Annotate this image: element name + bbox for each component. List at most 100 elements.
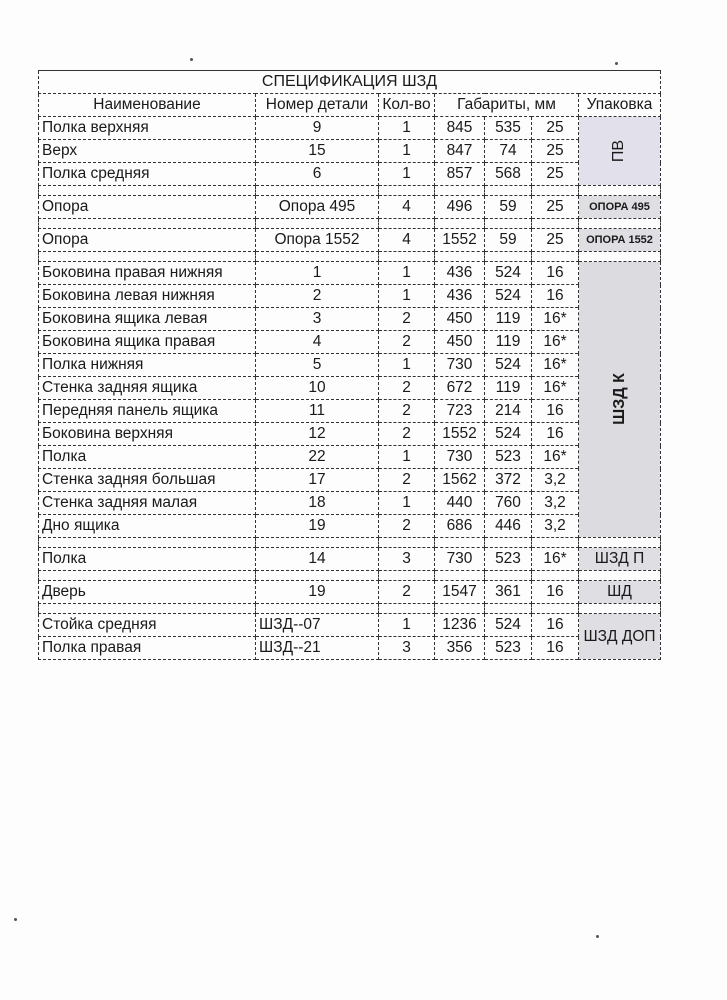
dimension-length: 440 (434, 491, 485, 515)
dimension-length: 1552 (434, 228, 485, 252)
part-name: Боковина правая нижняя (38, 261, 256, 285)
spacer-cell (531, 537, 579, 548)
quantity: 1 (378, 445, 435, 469)
dimension-thickness: 16* (531, 547, 579, 571)
spacer-cell (434, 570, 485, 581)
table-row: Полка правая ШЗД--21 3 356 523 16 (38, 636, 661, 660)
package-cell: ШЗД П (578, 547, 661, 571)
quantity: 1 (378, 613, 435, 637)
part-number: 19 (255, 514, 379, 538)
part-number: 10 (255, 376, 379, 400)
table-row: Боковина верхняя 12 2 1552 524 16 (38, 422, 661, 446)
dimension-width: 59 (484, 228, 532, 252)
scan-speck (190, 58, 193, 61)
quantity: 1 (378, 284, 435, 308)
quantity: 1 (378, 261, 435, 285)
spacer-cell (484, 537, 532, 548)
quantity: 2 (378, 468, 435, 492)
dimension-thickness: 3,2 (531, 468, 579, 492)
part-number: 14 (255, 547, 379, 571)
part-number: 22 (255, 445, 379, 469)
dimension-length: 450 (434, 307, 485, 331)
table-row: Верх 15 1 847 74 25 (38, 139, 661, 163)
part-number: 1 (255, 261, 379, 285)
part-name: Полка (38, 445, 256, 469)
spacer-cell (578, 570, 661, 581)
spacer-cell (38, 218, 256, 229)
table-row: Дно ящика 19 2 686 446 3,2 (38, 514, 661, 538)
quantity: 1 (378, 491, 435, 515)
dimension-thickness: 25 (531, 195, 579, 219)
table-row: Передняя панель ящика 11 2 723 214 16 (38, 399, 661, 423)
spacer-cell (434, 603, 485, 614)
spacer-row (38, 537, 661, 548)
dimension-length: 857 (434, 162, 485, 186)
part-name: Дно ящика (38, 514, 256, 538)
quantity: 2 (378, 330, 435, 354)
specification-table: СПЕЦИФИКАЦИЯ ШЗД Наименование Номер дета… (38, 70, 661, 660)
dimension-length: 845 (434, 116, 485, 140)
dimension-width: 524 (484, 284, 532, 308)
part-number: Опора 1552 (255, 228, 379, 252)
part-name: Стенка задняя большая (38, 468, 256, 492)
quantity: 2 (378, 580, 435, 604)
dimension-thickness: 16* (531, 307, 579, 331)
spacer-cell (255, 603, 379, 614)
spacer-cell (434, 185, 485, 196)
dimension-length: 436 (434, 261, 485, 285)
title-row: СПЕЦИФИКАЦИЯ ШЗД (38, 70, 661, 94)
header-part: Номер детали (255, 93, 379, 117)
spacer-cell (434, 537, 485, 548)
header-row: Наименование Номер детали Кол-во Габарит… (38, 93, 661, 117)
table-row: Опора Опора 1552 4 1552 59 25 ОПОРА 1552 (38, 228, 661, 252)
spacer-row (38, 218, 661, 229)
dimension-width: 524 (484, 613, 532, 637)
spacer-cell (38, 570, 256, 581)
spacer-row (38, 570, 661, 581)
spacer-cell (378, 185, 435, 196)
dimension-width: 119 (484, 307, 532, 331)
dimension-thickness: 16 (531, 422, 579, 446)
package-label: ПВ (610, 139, 628, 162)
scan-speck (615, 62, 618, 65)
part-number: Опора 495 (255, 195, 379, 219)
table-row: Боковина левая нижняя 2 1 436 524 16 (38, 284, 661, 308)
dimension-width: 523 (484, 445, 532, 469)
dimension-width: 214 (484, 399, 532, 423)
spacer-cell (578, 218, 661, 229)
dimension-length: 496 (434, 195, 485, 219)
quantity: 2 (378, 376, 435, 400)
spacer-cell (578, 185, 661, 196)
spacer-cell (531, 185, 579, 196)
part-name: Стенка задняя малая (38, 491, 256, 515)
spacer-cell (38, 185, 256, 196)
package-cell: ОПОРА 495 (578, 195, 661, 219)
part-name: Верх (38, 139, 256, 163)
dimension-thickness: 16* (531, 353, 579, 377)
part-name: Боковина ящика левая (38, 307, 256, 331)
dimension-length: 723 (434, 399, 485, 423)
table-row: Полка 22 1 730 523 16* (38, 445, 661, 469)
dimension-length: 1236 (434, 613, 485, 637)
package-cell: ШЗД ДОП (578, 613, 661, 660)
dimension-thickness: 25 (531, 139, 579, 163)
part-name: Передняя панель ящика (38, 399, 256, 423)
dimension-width: 119 (484, 376, 532, 400)
table-row: Стенка задняя большая 17 2 1562 372 3,2 (38, 468, 661, 492)
dimension-thickness: 25 (531, 116, 579, 140)
table-row: Полка 14 3 730 523 16* ШЗД П (38, 547, 661, 571)
header-pack: Упаковка (578, 93, 661, 117)
dimension-width: 568 (484, 162, 532, 186)
spacer-cell (378, 570, 435, 581)
spacer-row (38, 185, 661, 196)
spacer-cell (578, 537, 661, 548)
dimension-thickness: 16 (531, 284, 579, 308)
part-name: Полка нижняя (38, 353, 256, 377)
dimension-thickness: 16 (531, 399, 579, 423)
dimension-width: 524 (484, 261, 532, 285)
spacer-cell (484, 603, 532, 614)
part-name: Полка средняя (38, 162, 256, 186)
dimension-thickness: 16 (531, 636, 579, 660)
spacer-cell (531, 218, 579, 229)
table-row: Полка нижняя 5 1 730 524 16* (38, 353, 661, 377)
